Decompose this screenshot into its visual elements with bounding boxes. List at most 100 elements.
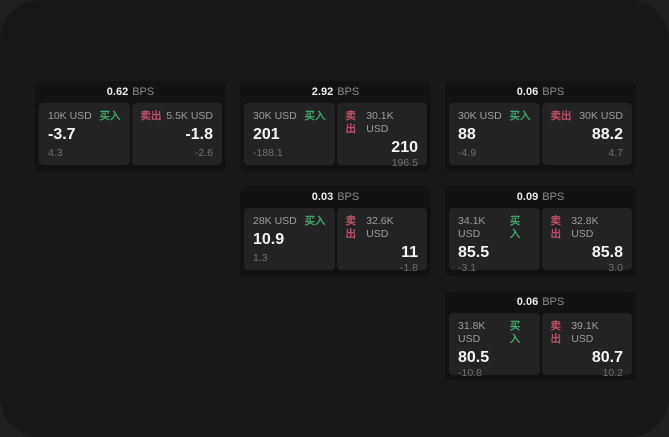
sell-panel[interactable]: 卖出 32.6K USD 11 -1.8 — [336, 208, 427, 274]
quote-card: 0.09 BPS 34.1K USD 买入 85.5 -3.1 卖出 32.8K… — [445, 186, 636, 276]
sell-delta: 3.0 — [608, 262, 623, 274]
quote-panels: 30K USD 买入 88 -4.9 卖出 30K USD 88.2 4.7 — [445, 103, 636, 165]
sell-side-label: 卖出 — [345, 215, 357, 240]
sell-panel[interactable]: 卖出 39.1K USD 80.7 10.2 — [541, 313, 632, 379]
buy-side-label: 买入 — [509, 215, 521, 240]
quote-card: 0.03 BPS 28K USD 买入 10.9 1.3 卖出 32.6K US… — [240, 186, 431, 276]
buy-delta: 4.3 — [48, 147, 63, 159]
buy-price: 80.5 — [458, 349, 490, 366]
buy-delta: -188.1 — [253, 147, 283, 159]
buy-panel[interactable]: 34.1K USD 买入 85.5 -3.1 — [449, 208, 540, 274]
sell-notional: 30K USD — [579, 110, 623, 122]
bps-unit-label: BPS — [337, 86, 360, 98]
quote-panels: 30K USD 买入 201 -188.1 卖出 30.1K USD 210 1… — [240, 103, 431, 169]
buy-delta: -10.8 — [458, 367, 482, 379]
buy-price: -3.7 — [48, 126, 76, 143]
buy-side-label: 买入 — [304, 215, 326, 227]
sell-notional: 32.6K USD — [366, 215, 394, 240]
buy-panel-top: 31.8K USD 买入 — [458, 320, 531, 346]
sell-side-label: 卖出 — [345, 110, 357, 135]
sell-price: 85.8 — [591, 244, 623, 261]
buy-notional: 30K USD — [458, 110, 502, 122]
buy-side-label: 买入 — [304, 110, 326, 122]
buy-price: 10.9 — [253, 231, 285, 248]
sell-price: 88.2 — [591, 126, 623, 143]
sell-panel[interactable]: 卖出 32.8K USD 85.8 3.0 — [541, 208, 632, 274]
spread-value: 0.06 — [516, 86, 539, 98]
buy-panel-top: 30K USD 买入 — [253, 110, 326, 123]
bps-unit-label: BPS — [542, 86, 565, 98]
sell-side-label: 卖出 — [550, 215, 562, 240]
buy-price: 88 — [458, 126, 476, 143]
quote-panels: 10K USD 买入 -3.7 4.3 卖出 5.5K USD -1.8 -2.… — [35, 103, 226, 165]
bps-unit-label: BPS — [542, 296, 565, 308]
buy-side-label: 买入 — [99, 110, 121, 122]
spread-value: 2.92 — [311, 86, 334, 98]
quote-panels: 31.8K USD 买入 80.5 -10.8 卖出 39.1K USD 80.… — [445, 313, 636, 379]
buy-delta: -4.9 — [458, 147, 477, 159]
spread-header: 0.06 BPS — [445, 81, 636, 103]
buy-price: 201 — [253, 126, 280, 143]
sell-panel-top: 卖出 30.1K USD — [346, 110, 419, 136]
sell-side-label: 卖出 — [140, 110, 162, 122]
spread-value: 0.06 — [516, 296, 539, 308]
quote-card: 0.06 BPS 30K USD 买入 88 -4.9 卖出 30K USD 8… — [445, 81, 636, 171]
buy-panel[interactable]: 10K USD 买入 -3.7 4.3 — [39, 103, 130, 165]
sell-panel-top: 卖出 5.5K USD — [141, 110, 214, 123]
spread-header: 2.92 BPS — [240, 81, 431, 103]
sell-side-label: 卖出 — [550, 110, 572, 122]
spread-header: 0.62 BPS — [35, 81, 226, 103]
bps-unit-label: BPS — [337, 191, 360, 203]
sell-panel[interactable]: 卖出 30K USD 88.2 4.7 — [541, 103, 632, 165]
spread-value: 0.03 — [311, 191, 334, 203]
sell-notional: 39.1K USD — [571, 320, 599, 345]
sell-side-label: 卖出 — [550, 320, 562, 345]
sell-price: 210 — [391, 139, 418, 156]
sell-price: 80.7 — [591, 349, 623, 366]
buy-side-label: 买入 — [509, 110, 531, 122]
sell-notional: 30.1K USD — [366, 110, 394, 135]
buy-notional: 34.1K USD — [458, 215, 486, 240]
spread-header: 0.03 BPS — [240, 186, 431, 208]
sell-panel-top: 卖出 30K USD — [551, 110, 624, 123]
buy-notional: 31.8K USD — [458, 320, 486, 345]
sell-panel-top: 卖出 32.8K USD — [551, 215, 624, 241]
bps-unit-label: BPS — [132, 86, 155, 98]
buy-panel-top: 34.1K USD 买入 — [458, 215, 531, 241]
quote-card: 0.06 BPS 31.8K USD 买入 80.5 -10.8 卖出 39.1… — [445, 291, 636, 381]
sell-panel-top: 卖出 32.6K USD — [346, 215, 419, 241]
quote-card: 2.92 BPS 30K USD 买入 201 -188.1 卖出 30.1K … — [240, 81, 431, 171]
buy-panel[interactable]: 31.8K USD 买入 80.5 -10.8 — [449, 313, 540, 379]
quote-panels: 34.1K USD 买入 85.5 -3.1 卖出 32.8K USD 85.8… — [445, 208, 636, 274]
buy-delta: -3.1 — [458, 262, 477, 274]
spread-value: 0.62 — [106, 86, 129, 98]
buy-panel-top: 30K USD 买入 — [458, 110, 531, 123]
spread-header: 0.09 BPS — [445, 186, 636, 208]
sell-delta: 196.5 — [391, 157, 418, 169]
sell-delta: -2.6 — [194, 147, 213, 159]
buy-panel-top: 28K USD 买入 — [253, 215, 326, 228]
sell-delta: 4.7 — [608, 147, 623, 159]
spread-value: 0.09 — [516, 191, 539, 203]
quote-card: 0.62 BPS 10K USD 买入 -3.7 4.3 卖出 5.5K USD… — [35, 81, 226, 171]
sell-panel[interactable]: 卖出 30.1K USD 210 196.5 — [336, 103, 427, 169]
sell-notional: 32.8K USD — [571, 215, 599, 240]
buy-panel[interactable]: 28K USD 买入 10.9 1.3 — [244, 208, 335, 270]
sell-price: -1.8 — [185, 126, 213, 143]
buy-panel-top: 10K USD 买入 — [48, 110, 121, 123]
buy-panel[interactable]: 30K USD 买入 201 -188.1 — [244, 103, 335, 165]
buy-delta: 1.3 — [253, 252, 268, 264]
quote-panels: 28K USD 买入 10.9 1.3 卖出 32.6K USD 11 -1.8 — [240, 208, 431, 274]
buy-notional: 28K USD — [253, 215, 297, 227]
buy-notional: 30K USD — [253, 110, 297, 122]
buy-side-label: 买入 — [509, 320, 521, 345]
sell-panel[interactable]: 卖出 5.5K USD -1.8 -2.6 — [131, 103, 222, 165]
sell-delta: 10.2 — [602, 367, 623, 379]
spread-header: 0.06 BPS — [445, 291, 636, 313]
sell-panel-top: 卖出 39.1K USD — [551, 320, 624, 346]
bps-unit-label: BPS — [542, 191, 565, 203]
buy-notional: 10K USD — [48, 110, 92, 122]
buy-panel[interactable]: 30K USD 买入 88 -4.9 — [449, 103, 540, 165]
sell-delta: -1.8 — [399, 262, 418, 274]
